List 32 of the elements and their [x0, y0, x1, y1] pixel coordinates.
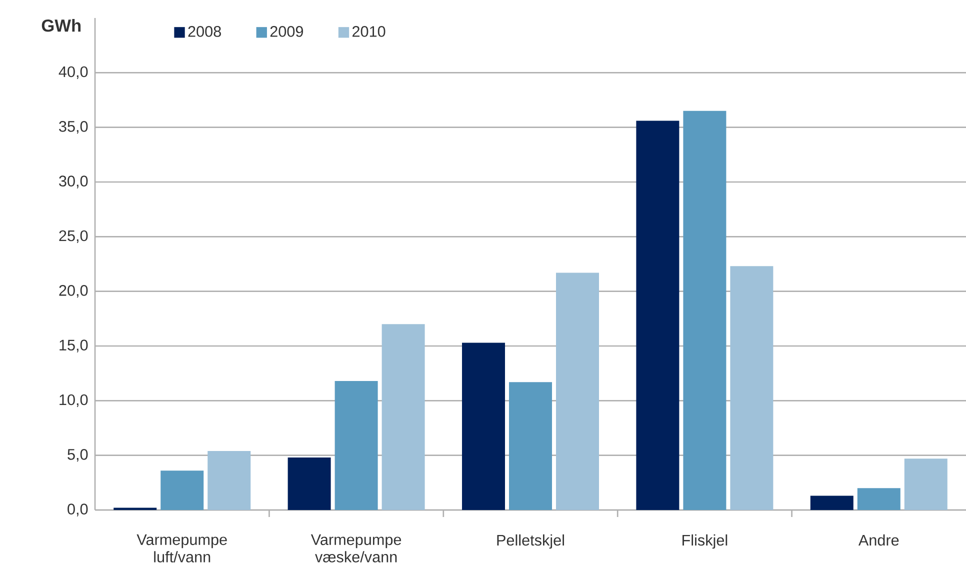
y-tick-label: 10,0	[60, 394, 88, 407]
bar	[509, 382, 552, 510]
legend-label: 2008	[188, 26, 221, 37]
bar	[556, 272, 600, 510]
bar	[208, 450, 251, 510]
bar	[334, 380, 378, 510]
bar	[382, 324, 425, 510]
x-tick-label: Varmepumpe luft/vann	[136, 534, 227, 562]
y-tick-label: 40,0	[58, 66, 88, 79]
x-tick-label: Varmepumpe væske/vann	[310, 534, 402, 562]
legend-label: 2009	[270, 26, 303, 37]
legend-label: 2010	[352, 26, 386, 37]
bar	[636, 120, 680, 510]
y-tick-label: 25,0	[59, 230, 88, 243]
bar	[288, 458, 331, 510]
y-tick-label: 0,0	[68, 504, 88, 516]
bar	[160, 470, 204, 510]
bar	[857, 488, 900, 510]
y-tick-label: 20,0	[59, 284, 88, 298]
y-tick-label: 5,0	[68, 448, 88, 462]
bar	[904, 458, 948, 510]
bar	[683, 110, 726, 510]
x-tick-label: Andre	[858, 534, 899, 546]
y-tick-label: 35,0	[59, 120, 88, 134]
x-tick-label: Fliskjel	[682, 534, 728, 549]
y-tick-label: 15,0	[60, 340, 88, 352]
y-axis-title: GWh	[42, 19, 81, 32]
bar	[730, 266, 774, 510]
y-tick-label: 30,0	[59, 176, 88, 188]
bar	[462, 342, 506, 510]
bar	[810, 496, 854, 510]
x-tick-label: Pelletskjel	[497, 534, 564, 549]
